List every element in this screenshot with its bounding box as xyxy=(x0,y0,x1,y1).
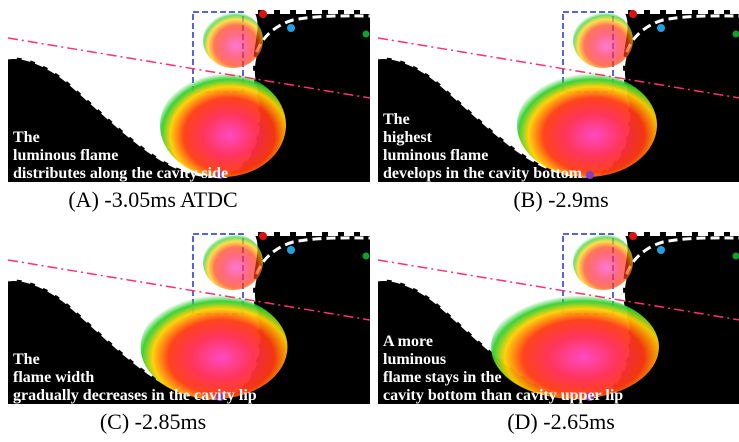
flame-top xyxy=(573,12,633,68)
marker-red xyxy=(259,232,267,240)
caption: (A) -3.05ms ATDC xyxy=(68,187,237,212)
annotation: The xyxy=(13,351,40,368)
marker-red xyxy=(629,10,637,18)
marker-green xyxy=(363,31,370,38)
annotation: flame width xyxy=(13,369,94,386)
caption: (C) -2.85ms xyxy=(100,409,206,434)
annotation: A more xyxy=(383,333,433,350)
annotation: flame stays in the xyxy=(383,369,502,386)
marker-blue xyxy=(657,24,665,32)
annotation: cavity bottom than cavity upper lip xyxy=(383,387,623,404)
annotation: distributes along the cavity side xyxy=(13,165,228,182)
caption: (B) -2.9ms xyxy=(513,187,608,212)
flame-top xyxy=(203,234,263,290)
caption: (D) -2.65ms xyxy=(507,409,615,434)
marker-blue xyxy=(657,246,665,254)
annotation: develops in the cavity bottom xyxy=(383,165,583,182)
flame-top xyxy=(573,234,633,290)
marker-red xyxy=(259,10,267,18)
annotation: luminous xyxy=(383,351,446,368)
marker-red xyxy=(629,232,637,240)
annotation: The xyxy=(13,129,40,146)
marker-purple xyxy=(586,171,594,179)
flame xyxy=(160,73,286,177)
annotation: luminous flame xyxy=(13,147,118,164)
annotation: gradually decreases in the cavity lip xyxy=(13,387,257,404)
flame xyxy=(517,73,657,177)
annotation: highest xyxy=(383,129,433,146)
annotation: luminous flame xyxy=(383,147,488,164)
flame-top xyxy=(203,12,263,68)
figure: Theluminous flamedistributes along the c… xyxy=(0,0,739,442)
marker-green xyxy=(363,253,370,260)
flame xyxy=(491,295,659,399)
marker-blue xyxy=(287,246,295,254)
flame xyxy=(141,295,288,399)
annotation: The xyxy=(383,111,410,128)
marker-blue xyxy=(287,24,295,32)
